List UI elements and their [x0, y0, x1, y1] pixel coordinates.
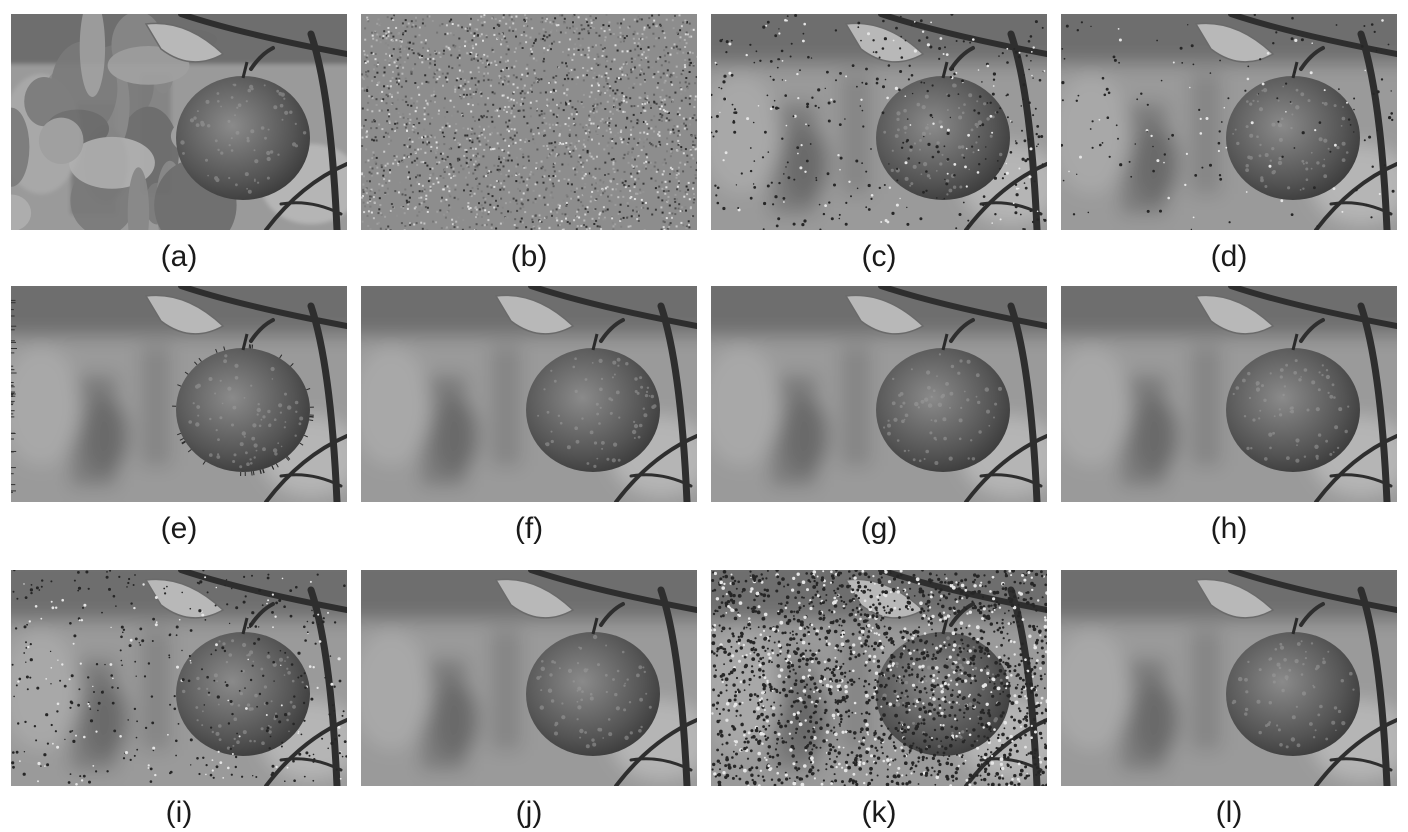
- panel-image: [11, 570, 347, 786]
- panel-image: [1061, 286, 1397, 502]
- panel-caption: (i): [165, 796, 193, 829]
- apple-photo: [711, 286, 1047, 502]
- panel-caption: (e): [160, 512, 198, 545]
- apple-photo: [11, 570, 347, 786]
- apple-photo: [711, 14, 1047, 230]
- apple-photo: [11, 286, 347, 502]
- panel-caption: (b): [510, 240, 548, 273]
- apple-photo: [361, 570, 697, 786]
- panel-image: [361, 14, 697, 230]
- panel-image: [11, 14, 347, 230]
- panel-caption: (l): [1215, 796, 1243, 829]
- panel-caption: (c): [861, 240, 897, 273]
- panel-caption: (h): [1210, 512, 1248, 545]
- panel-image: [1061, 14, 1397, 230]
- panel-image: [711, 286, 1047, 502]
- panel-caption: (a): [160, 240, 198, 273]
- panel-caption: (d): [1210, 240, 1248, 273]
- panel-image: [361, 286, 697, 502]
- panel-image: [711, 14, 1047, 230]
- apple-photo: [1061, 14, 1397, 230]
- panel-caption: (f): [514, 512, 544, 545]
- panel-image: [11, 286, 347, 502]
- apple-photo: [711, 570, 1047, 786]
- panel-caption: (g): [860, 512, 898, 545]
- panel-image: [361, 570, 697, 786]
- apple-photo: [1061, 570, 1397, 786]
- panel-caption: (k): [861, 796, 897, 829]
- apple-photo: [361, 286, 697, 502]
- panel-caption: (j): [515, 796, 543, 829]
- apple-photo: [11, 14, 347, 230]
- apple-photo: [1061, 286, 1397, 502]
- panel-image: [1061, 570, 1397, 786]
- panel-image: [711, 570, 1047, 786]
- apple-photo: [361, 14, 697, 230]
